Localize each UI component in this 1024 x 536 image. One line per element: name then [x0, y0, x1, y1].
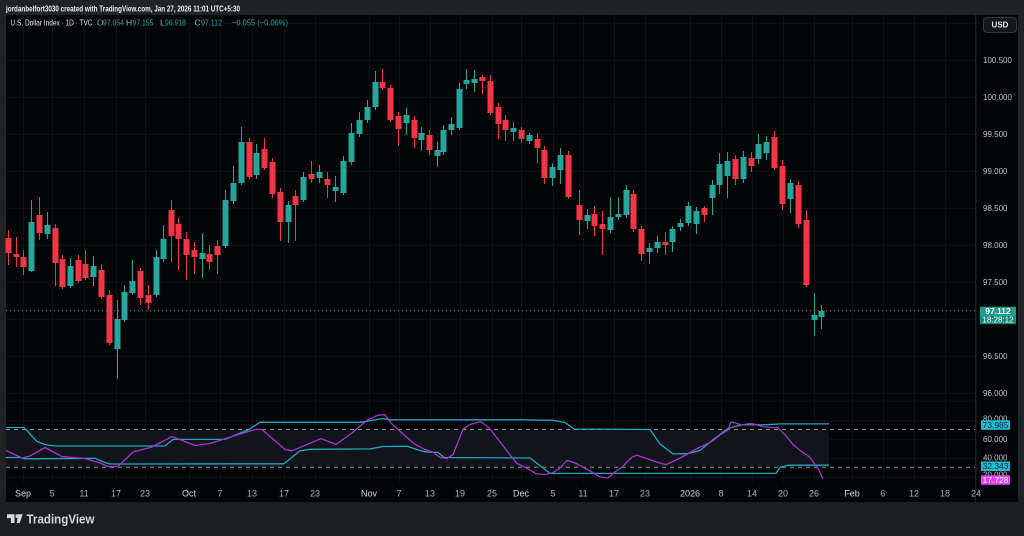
svg-text:5: 5 [49, 489, 54, 499]
svg-text:98.000: 98.000 [983, 241, 1008, 250]
svg-text:23: 23 [140, 489, 150, 499]
svg-text:97.112: 97.112 [985, 306, 1011, 316]
svg-text:TradingView: TradingView [27, 513, 95, 527]
svg-text:60.000: 60.000 [983, 435, 1008, 444]
svg-text:18: 18 [940, 489, 950, 499]
svg-text:7: 7 [396, 489, 401, 499]
svg-text:25: 25 [487, 489, 497, 499]
svg-text:98.500: 98.500 [983, 204, 1008, 213]
svg-text:H: H [126, 18, 132, 28]
svg-text:96.918: 96.918 [165, 18, 186, 28]
svg-text:Sep: Sep [15, 489, 31, 499]
svg-text:Oct: Oct [182, 489, 197, 499]
svg-text:97.500: 97.500 [983, 278, 1008, 287]
svg-text:Dec: Dec [513, 489, 530, 499]
svg-text:13: 13 [247, 489, 257, 499]
svg-text:−0.055 (−0.06%): −0.055 (−0.06%) [232, 18, 288, 28]
svg-text:17: 17 [111, 489, 121, 499]
svg-text:18:28:12: 18:28:12 [982, 316, 1014, 325]
svg-text:U.S. Dollar Index · 1D · TVC: U.S. Dollar Index · 1D · TVC [11, 18, 93, 28]
svg-text:26: 26 [809, 489, 819, 499]
svg-text:2026: 2026 [680, 489, 700, 499]
svg-text:7: 7 [217, 489, 222, 499]
svg-text:80.000: 80.000 [983, 414, 1008, 423]
svg-text:17: 17 [279, 489, 289, 499]
svg-text:100.500: 100.500 [983, 56, 1012, 65]
svg-text:O: O [97, 18, 104, 28]
svg-text:12: 12 [909, 489, 919, 499]
svg-text:99.000: 99.000 [983, 167, 1008, 176]
svg-text:14: 14 [747, 489, 757, 499]
svg-text:96.000: 96.000 [983, 389, 1008, 398]
svg-text:jordanbelfort3030 created with: jordanbelfort3030 created with TradingVi… [5, 5, 240, 14]
svg-text:19: 19 [455, 489, 465, 499]
svg-text:20.000: 20.000 [983, 470, 1008, 479]
svg-text:40.000: 40.000 [983, 453, 1008, 462]
svg-text:73.985: 73.985 [983, 420, 1009, 430]
svg-text:6: 6 [880, 489, 885, 499]
svg-text:L: L [160, 18, 165, 28]
svg-text:100.000: 100.000 [983, 93, 1012, 102]
svg-text:97.155: 97.155 [133, 18, 154, 28]
svg-text:17: 17 [609, 489, 619, 499]
svg-text:20: 20 [778, 489, 788, 499]
svg-text:32.343: 32.343 [983, 461, 1009, 471]
svg-text:5: 5 [550, 489, 555, 499]
svg-text:C: C [195, 18, 201, 28]
svg-text:8: 8 [718, 489, 723, 499]
svg-text:USD: USD [992, 21, 1009, 30]
svg-text:13: 13 [425, 489, 435, 499]
svg-text:11: 11 [578, 489, 587, 499]
svg-text:99.500: 99.500 [983, 130, 1008, 139]
svg-text:Feb: Feb [844, 489, 860, 499]
svg-text:17.728: 17.728 [983, 475, 1009, 485]
svg-text:Nov: Nov [361, 489, 378, 499]
svg-text:23: 23 [640, 489, 650, 499]
svg-text:96.500: 96.500 [983, 352, 1008, 361]
svg-text:97.112: 97.112 [201, 18, 222, 28]
svg-text:24: 24 [971, 489, 981, 499]
svg-text:97.054: 97.054 [103, 18, 124, 28]
svg-text:23: 23 [310, 489, 320, 499]
svg-text:11: 11 [79, 489, 88, 499]
